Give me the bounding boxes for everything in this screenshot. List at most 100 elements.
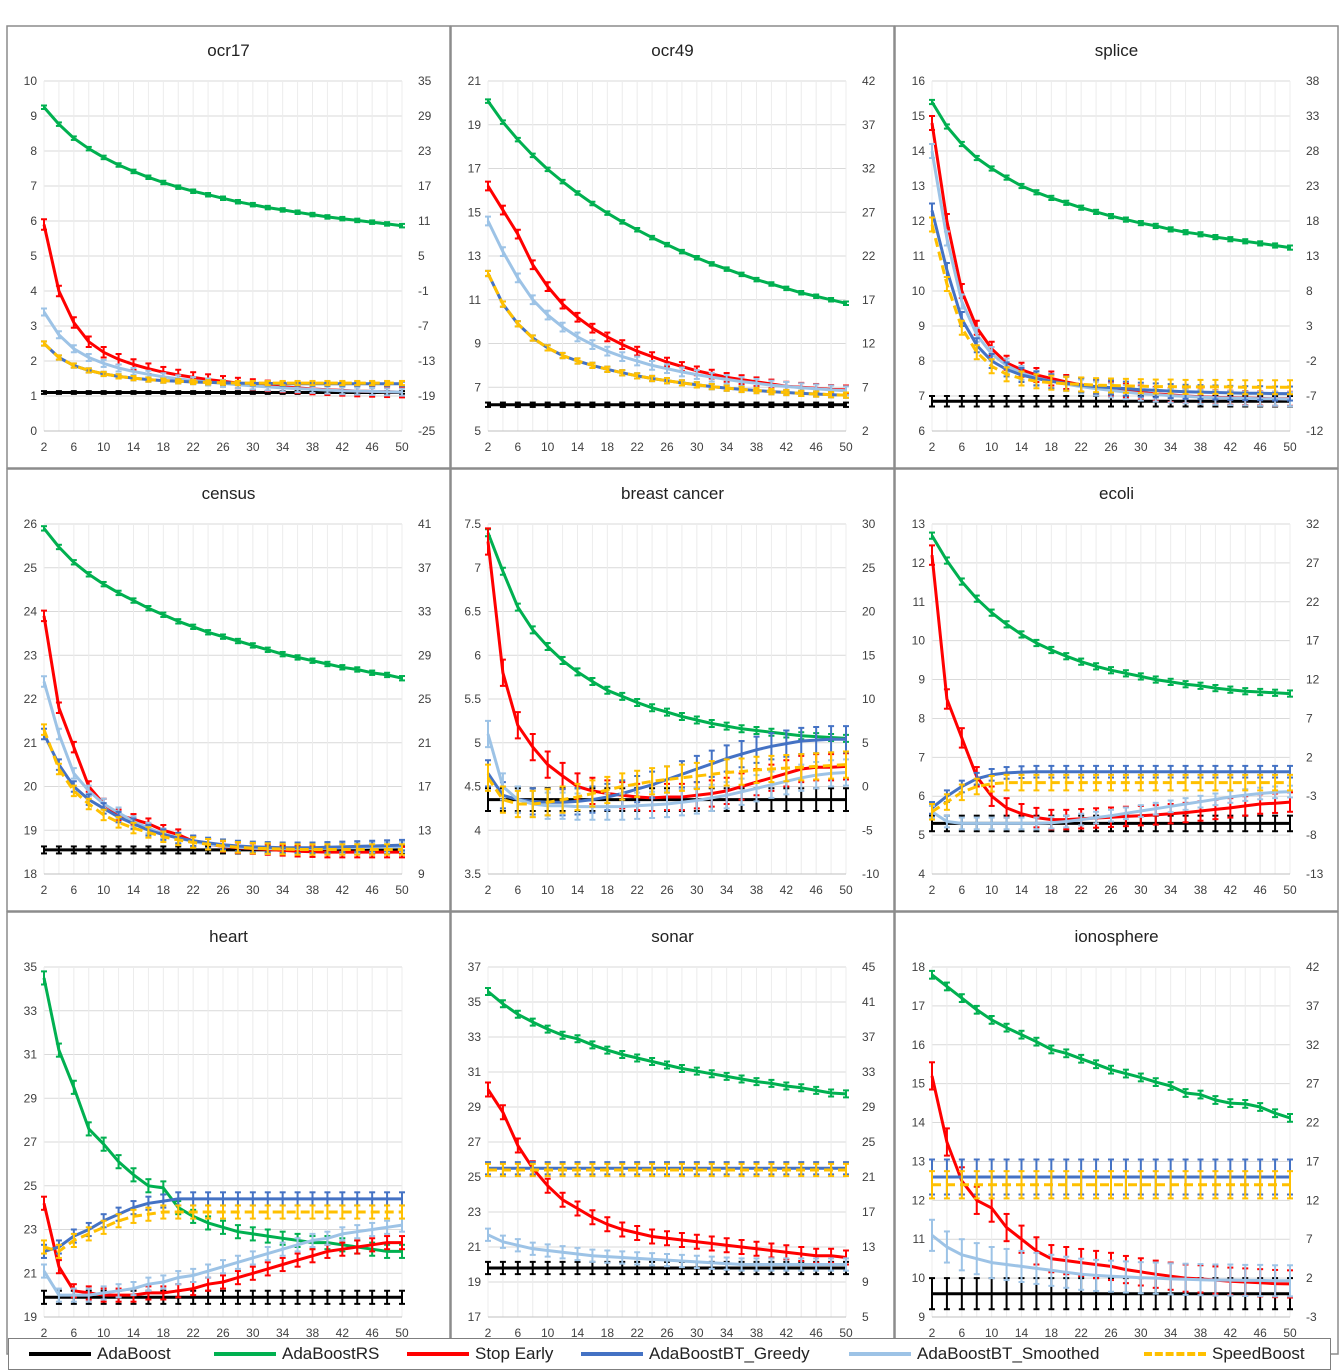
x-tick-label: 22 <box>630 883 644 897</box>
y2-tick-label: 23 <box>418 144 432 158</box>
x-tick-label: 26 <box>1104 883 1118 897</box>
legend-item-adaboostrs: AdaBoostRS <box>214 1339 379 1369</box>
y2-tick-label: 2 <box>1306 750 1313 764</box>
y-tick-label: 5.5 <box>464 692 481 706</box>
x-tick-label: 6 <box>958 883 965 897</box>
x-tick-label: 26 <box>660 883 674 897</box>
y2-tick-label: 8 <box>1306 284 1313 298</box>
y-tick-label: 8 <box>30 144 37 158</box>
y-tick-label: 8 <box>918 711 925 725</box>
y-tick-label: 12 <box>912 556 926 570</box>
x-tick-label: 10 <box>541 1326 555 1340</box>
x-tick-label: 2 <box>41 883 48 897</box>
y-tick-label: 27 <box>24 1135 38 1149</box>
x-tick-label: 34 <box>720 1326 734 1340</box>
y2-tick-label: 18 <box>1306 214 1320 228</box>
y2-tick-label: 9 <box>862 1275 869 1289</box>
chart-title-heart: heart <box>209 927 248 946</box>
y-tick-label: 11 <box>913 595 926 609</box>
y2-tick-label: 21 <box>862 1170 876 1184</box>
x-tick-label: 46 <box>365 883 379 897</box>
y-tick-label: 13 <box>912 517 926 531</box>
y-tick-label: 9 <box>918 1310 925 1324</box>
y-tick-label: 10 <box>912 634 926 648</box>
y-tick-label: 25 <box>468 1170 482 1184</box>
y-tick-label: 20 <box>24 780 38 794</box>
y2-tick-label: -2 <box>1306 354 1317 368</box>
y2-tick-label: 5 <box>862 736 869 750</box>
x-tick-label: 14 <box>127 1326 141 1340</box>
y2-tick-label: 37 <box>418 561 432 575</box>
y2-tick-label: -3 <box>1306 1310 1317 1324</box>
y2-tick-label: 45 <box>862 960 876 974</box>
y2-tick-label: 5 <box>418 249 425 263</box>
y2-tick-label: -10 <box>862 867 880 881</box>
y2-tick-label: -13 <box>1306 867 1324 881</box>
chart-title-census: census <box>202 484 256 503</box>
legend-item-adaboostbt-smoothed: AdaBoostBT_Smoothed <box>849 1339 1099 1369</box>
x-tick-label: 14 <box>571 440 585 454</box>
chart-frame-census <box>6 468 451 912</box>
x-tick-label: 6 <box>70 440 77 454</box>
x-tick-label: 30 <box>246 883 260 897</box>
x-tick-label: 18 <box>1045 440 1059 454</box>
y2-tick-label: -12 <box>1306 424 1324 438</box>
y-tick-label: 9 <box>918 673 925 687</box>
y2-tick-label: 17 <box>1306 1154 1320 1168</box>
y2-tick-label: 13 <box>1306 249 1320 263</box>
x-tick-label: 42 <box>780 883 794 897</box>
legend-swatch-adaboost <box>29 1352 91 1356</box>
x-tick-label: 38 <box>750 883 764 897</box>
y2-tick-label: 33 <box>862 1065 876 1079</box>
x-tick-label: 18 <box>601 883 615 897</box>
x-tick-label: 14 <box>127 883 141 897</box>
y2-tick-label: -25 <box>418 424 436 438</box>
x-tick-label: 38 <box>306 1326 320 1340</box>
y-tick-label: 23 <box>468 1205 482 1219</box>
y-tick-label: 9 <box>918 319 925 333</box>
x-tick-label: 34 <box>276 883 290 897</box>
x-tick-label: 14 <box>571 1326 585 1340</box>
y2-tick-label: 2 <box>862 424 869 438</box>
x-tick-label: 22 <box>630 440 644 454</box>
y2-tick-label: 9 <box>418 867 425 881</box>
y2-tick-label: 27 <box>862 205 876 219</box>
y2-tick-label: 33 <box>418 605 432 619</box>
x-tick-label: 42 <box>780 440 794 454</box>
x-tick-label: 14 <box>1015 883 1029 897</box>
y2-tick-label: 41 <box>862 995 876 1009</box>
y2-tick-label: 10 <box>862 692 876 706</box>
legend-swatch-adaboostbt-greedy <box>581 1352 643 1356</box>
x-tick-label: 34 <box>720 883 734 897</box>
chart-splice: splice678910111213141516-12-7-2381318232… <box>894 25 1339 469</box>
y-tick-label: 11 <box>469 293 482 307</box>
legend-swatch-adaboostrs <box>214 1352 276 1356</box>
legend-label-speedboost: SpeedBoost <box>1212 1344 1305 1363</box>
y2-tick-label: 25 <box>418 692 432 706</box>
y-tick-label: 22 <box>24 692 38 706</box>
x-tick-label: 14 <box>127 440 141 454</box>
y2-tick-label: 27 <box>1306 556 1320 570</box>
x-tick-label: 22 <box>186 440 200 454</box>
y-tick-label: 21 <box>24 736 38 750</box>
y-tick-label: 4 <box>30 284 37 298</box>
y-tick-label: 7 <box>474 561 481 575</box>
x-tick-label: 2 <box>41 1326 48 1340</box>
chart-frame-sonar <box>450 911 895 1355</box>
y2-tick-label: 42 <box>862 74 876 88</box>
x-tick-label: 10 <box>985 883 999 897</box>
y-tick-label: 12 <box>912 1193 926 1207</box>
y-tick-label: 29 <box>24 1091 38 1105</box>
y2-tick-label: 25 <box>862 1135 876 1149</box>
x-tick-label: 10 <box>97 883 111 897</box>
y-tick-label: 19 <box>24 1310 38 1324</box>
y2-tick-label: 29 <box>862 1100 876 1114</box>
x-tick-label: 34 <box>1164 883 1178 897</box>
y-tick-label: 31 <box>468 1065 482 1079</box>
chart-frame-breast-cancer <box>450 468 895 912</box>
y2-tick-label: 25 <box>862 561 876 575</box>
y-tick-label: 10 <box>24 74 38 88</box>
x-tick-label: 22 <box>1074 440 1088 454</box>
y-tick-label: 33 <box>24 1004 38 1018</box>
